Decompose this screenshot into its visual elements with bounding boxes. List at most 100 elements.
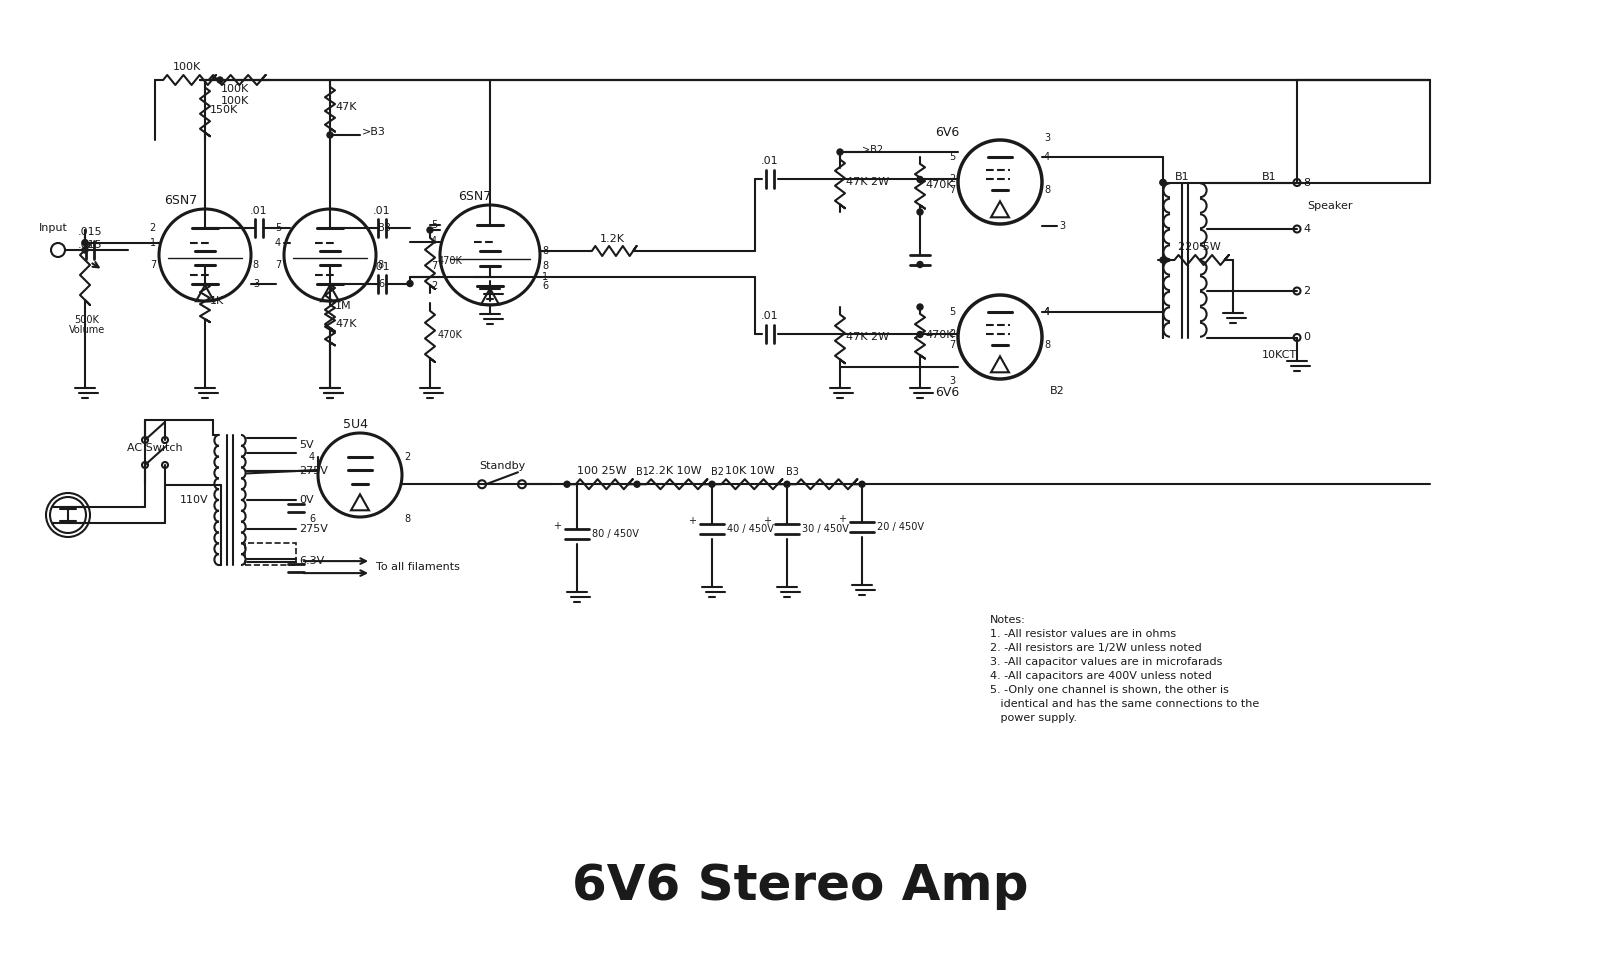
- Text: 4: 4: [1043, 152, 1050, 162]
- Text: 20 / 450V: 20 / 450V: [877, 522, 925, 532]
- Text: 7: 7: [430, 261, 437, 271]
- Circle shape: [1160, 180, 1166, 185]
- Circle shape: [1160, 180, 1166, 185]
- Text: 8: 8: [542, 246, 549, 256]
- Circle shape: [917, 331, 923, 338]
- Text: 2: 2: [949, 175, 955, 184]
- Text: 6V6: 6V6: [934, 387, 960, 399]
- Text: 4: 4: [309, 452, 315, 463]
- Text: 1M: 1M: [334, 301, 352, 311]
- Text: Standby: Standby: [478, 461, 525, 471]
- Text: 4: 4: [1043, 307, 1050, 317]
- Circle shape: [82, 247, 88, 253]
- Circle shape: [917, 261, 923, 268]
- Text: 6SN7: 6SN7: [458, 190, 491, 204]
- Text: Speaker: Speaker: [1307, 201, 1352, 211]
- Text: 3: 3: [1043, 133, 1050, 143]
- Text: 275V: 275V: [299, 523, 328, 534]
- Text: 40 / 450V: 40 / 450V: [726, 524, 774, 534]
- Circle shape: [218, 77, 222, 83]
- Circle shape: [917, 177, 923, 182]
- Text: identical and has the same connections to the: identical and has the same connections t…: [990, 699, 1259, 709]
- Text: 0: 0: [1302, 332, 1310, 343]
- Text: 10KCT: 10KCT: [1262, 350, 1298, 361]
- Circle shape: [326, 132, 333, 138]
- Text: 2.2K 10W: 2.2K 10W: [648, 467, 701, 476]
- Text: 4: 4: [275, 237, 282, 248]
- Text: 470K: 470K: [438, 256, 462, 266]
- Text: 5. -Only one channel is shown, the other is: 5. -Only one channel is shown, the other…: [990, 685, 1229, 695]
- Text: 4: 4: [1302, 224, 1310, 234]
- Circle shape: [784, 481, 790, 488]
- Text: Input: Input: [38, 223, 67, 233]
- Text: 10K 10W: 10K 10W: [725, 467, 774, 476]
- Text: 30 / 450V: 30 / 450V: [802, 524, 850, 534]
- Text: 47K 2W: 47K 2W: [846, 332, 890, 342]
- Text: 100K: 100K: [221, 96, 250, 106]
- Text: .01: .01: [373, 261, 390, 272]
- Text: 1: 1: [150, 237, 157, 248]
- Text: 6: 6: [309, 514, 315, 524]
- Text: 6.3V: 6.3V: [299, 556, 325, 566]
- Text: 275V: 275V: [299, 467, 328, 476]
- Text: 3: 3: [1059, 221, 1066, 231]
- Circle shape: [634, 481, 640, 488]
- Text: 470K: 470K: [438, 330, 462, 340]
- Text: 2: 2: [430, 281, 437, 291]
- Text: 1. -All resistor values are in ohms: 1. -All resistor values are in ohms: [990, 629, 1176, 639]
- Text: .01: .01: [762, 311, 779, 322]
- Text: 6SN7: 6SN7: [165, 195, 197, 207]
- Text: Notes:: Notes:: [990, 615, 1026, 625]
- Text: 500K: 500K: [75, 315, 99, 325]
- Text: 47K: 47K: [334, 319, 357, 328]
- Text: 7: 7: [275, 260, 282, 270]
- Text: 100K: 100K: [173, 62, 202, 72]
- Circle shape: [406, 280, 413, 286]
- Text: 220 5W: 220 5W: [1178, 242, 1221, 252]
- Text: 5: 5: [949, 152, 955, 162]
- Text: >B2: >B2: [862, 145, 883, 155]
- Text: B3: B3: [786, 468, 798, 477]
- Circle shape: [427, 227, 434, 233]
- Text: 8: 8: [378, 260, 382, 270]
- Text: 470K: 470K: [925, 180, 954, 189]
- Text: AC Switch: AC Switch: [126, 443, 182, 453]
- Text: 7: 7: [949, 185, 955, 196]
- Text: +: +: [763, 516, 771, 526]
- Text: 7: 7: [949, 341, 955, 350]
- Text: 7: 7: [150, 260, 157, 270]
- Text: 100 25W: 100 25W: [578, 467, 627, 476]
- Text: 5: 5: [430, 220, 437, 230]
- Text: B2: B2: [1050, 386, 1064, 396]
- Text: +: +: [554, 521, 562, 531]
- Text: 4: 4: [1043, 307, 1050, 317]
- Text: 3: 3: [949, 376, 955, 386]
- Text: 3. -All capacitor values are in microfarads: 3. -All capacitor values are in microfar…: [990, 657, 1222, 667]
- Text: 6V6 Stereo Amp: 6V6 Stereo Amp: [571, 862, 1029, 910]
- Text: Volume: Volume: [69, 325, 106, 335]
- Circle shape: [837, 149, 843, 155]
- Text: .01: .01: [250, 206, 267, 216]
- Circle shape: [709, 481, 715, 488]
- Text: 3: 3: [253, 278, 259, 289]
- Text: 8: 8: [253, 260, 258, 270]
- Text: >B3: >B3: [362, 127, 386, 137]
- Text: 5: 5: [275, 224, 282, 233]
- Text: 6: 6: [378, 278, 384, 289]
- Text: 8: 8: [403, 514, 410, 524]
- Text: 100K: 100K: [221, 84, 250, 94]
- Text: .01: .01: [373, 206, 390, 216]
- Text: 8: 8: [1043, 341, 1050, 350]
- Text: B1: B1: [635, 468, 648, 477]
- Text: 2: 2: [403, 452, 410, 463]
- Text: 47K 2W: 47K 2W: [846, 177, 890, 187]
- Text: B3: B3: [378, 224, 390, 233]
- Text: 1K: 1K: [210, 296, 224, 306]
- Text: 8: 8: [542, 261, 549, 271]
- Circle shape: [917, 209, 923, 215]
- Text: .01: .01: [762, 156, 779, 166]
- Circle shape: [917, 304, 923, 310]
- Text: 2: 2: [150, 224, 157, 233]
- Text: 4: 4: [430, 236, 437, 247]
- Text: 0V: 0V: [299, 495, 314, 505]
